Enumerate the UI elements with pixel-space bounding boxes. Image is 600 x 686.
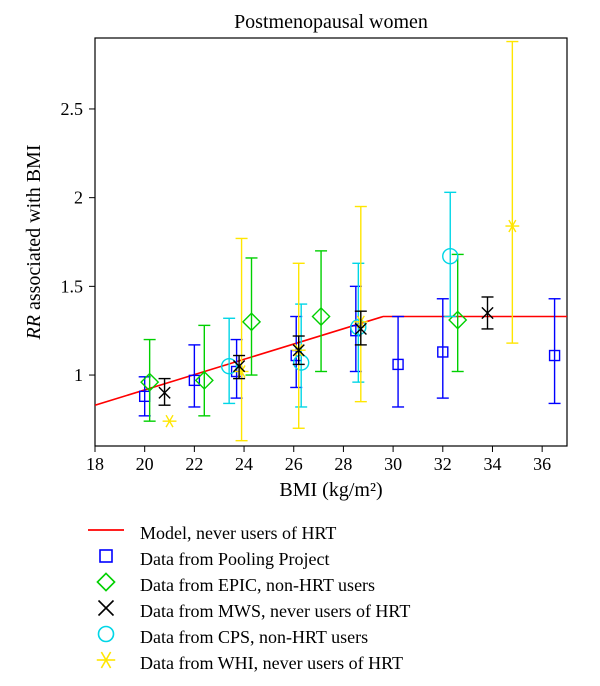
chart-title: Postmenopausal women <box>234 11 428 33</box>
legend: Model, never users of HRT Data from Pooli… <box>88 523 410 673</box>
ytick-label: 1.5 <box>61 276 84 296</box>
xtick-label: 32 <box>434 454 452 474</box>
x-axis-label: BMI (kg/m²) <box>279 479 382 501</box>
legend-label: Data from Pooling Project <box>140 549 329 569</box>
legend-label: Data from CPS, non-HRT users <box>140 627 368 647</box>
xtick-label: 36 <box>533 454 551 474</box>
xtick-label: 22 <box>185 454 203 474</box>
series-whi <box>163 42 520 441</box>
xtick-label: 18 <box>86 454 104 474</box>
legend-row: Data from EPIC, non-HRT users <box>97 573 375 595</box>
y-axis-label: RR associated with BMI <box>23 145 45 341</box>
legend-label: Model, never users of HRT <box>140 523 336 543</box>
series-pooling <box>139 286 561 415</box>
plot-area <box>95 42 567 441</box>
xtick-label: 24 <box>235 454 253 474</box>
ytick-label: 1 <box>74 365 83 385</box>
xtick-label: 26 <box>285 454 303 474</box>
legend-row: Data from MWS, never users of HRT <box>99 601 411 622</box>
legend-row: Model, never users of HRT <box>88 523 336 543</box>
ytick-label: 2.5 <box>61 99 84 119</box>
plot-frame <box>95 38 567 446</box>
chart-svg: 18 20 22 24 26 28 30 32 34 36 1 1.5 2 2.5 Postmenopaus… <box>0 0 600 686</box>
legend-row: Data from WHI, never users of HRT <box>97 652 403 673</box>
legend-label: Data from WHI, never users of HRT <box>140 653 403 673</box>
legend-row: Data from Pooling Project <box>100 549 329 569</box>
legend-row: Data from CPS, non-HRT users <box>99 627 369 648</box>
legend-label: Data from MWS, never users of HRT <box>140 601 410 621</box>
ytick-label: 2 <box>74 188 83 208</box>
xtick-label: 30 <box>384 454 402 474</box>
legend-label: Data from EPIC, non-HRT users <box>140 575 375 595</box>
xtick-label: 28 <box>334 454 352 474</box>
xtick-label: 20 <box>136 454 154 474</box>
xtick-label: 34 <box>483 454 501 474</box>
